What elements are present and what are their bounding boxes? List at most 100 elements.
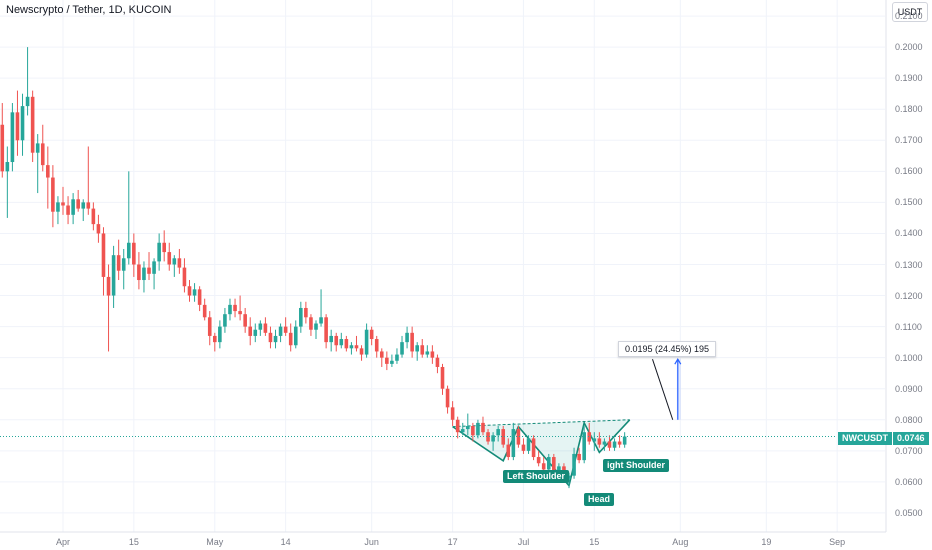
candle-body [0,124,5,172]
candle-body [491,435,495,442]
candle-body [471,425,475,436]
candle-body [192,289,197,296]
candle-body [501,429,506,445]
candle-body [167,252,172,265]
candle-body [612,441,617,448]
candle-body [218,326,222,343]
candle-body [374,339,379,352]
time-tick-label: 15 [128,537,139,547]
price-tick-label: 0.1200 [895,290,923,301]
candle-body [228,304,232,315]
price-tick-label: 0.1700 [895,135,923,146]
price-tick-label: 0.1300 [895,259,923,270]
candle-body [536,457,541,464]
candle-body [521,444,526,451]
candle-body [607,441,612,448]
candle-body [450,407,455,420]
candle-body [293,326,298,346]
candle-body [56,202,60,212]
candle-body [359,348,364,355]
candle-body [481,422,485,433]
candle-body [541,463,546,470]
candle-body [35,143,40,153]
left-shoulder-label: Left Shoulder [503,470,569,483]
candle-body [15,112,20,141]
price-tick-label: 0.0500 [895,507,923,518]
price-tick-label: 0.1000 [895,352,923,363]
candle-body [405,332,409,343]
price-tick-label: 0.0600 [895,476,923,487]
price-tick-label: 0.0800 [895,414,923,425]
candle-body [602,441,607,445]
time-tick-label: 15 [589,537,600,547]
price-tick-label: 0.1800 [895,104,923,115]
candle-body [319,317,323,324]
candle-body [258,323,263,330]
candle-body [233,304,237,312]
candle-body [334,335,339,346]
candle-body [81,202,86,209]
candle-body [496,429,500,436]
candle-body [324,317,328,343]
candle-body [567,475,571,479]
last-price-tag: NWCUSDT 0.0746 [838,432,929,445]
currency-unit-button[interactable]: USDT [892,2,928,22]
candle-body [344,339,349,349]
candle-body [213,335,217,343]
candle-body [349,345,354,349]
candle-body [91,208,96,225]
candle-body [76,199,80,209]
candle-body [207,317,212,336]
candle-body [516,429,521,445]
time-tick-label: Jun [364,537,379,547]
candle-body [430,351,435,358]
candle-body [410,332,414,352]
candle-body [385,357,389,364]
time-tick-label: 19 [761,537,772,547]
candle-body [20,106,25,141]
candle-body [106,276,111,296]
candle-body [197,289,202,305]
candle-body [622,436,627,445]
candle-body [354,345,359,349]
candle-body [137,264,141,281]
candle-body [597,438,602,445]
candle-body [476,422,480,436]
candle-body [299,307,303,327]
measure-pointer [652,359,674,420]
price-tick-label: 0.1100 [895,321,922,332]
candle-body [557,466,561,473]
candle-body [238,311,242,315]
candle-body [309,317,313,330]
candle-body [415,345,419,352]
time-tick-label: 17 [447,537,458,547]
candle-body [440,366,445,389]
candle-body [546,457,551,470]
time-tick-label: Sep [829,537,846,547]
price-tick-label: 0.1500 [895,197,923,208]
candle-body [243,314,247,327]
candle-body [25,96,30,107]
candle-body [425,351,430,355]
candle-body [142,267,146,281]
candle-body [30,96,35,153]
candle-body [223,314,227,327]
candle-body [506,444,511,458]
candle-body [253,329,258,336]
time-tick-label: May [206,537,224,547]
candle-body [466,425,470,430]
candle-body [101,233,106,277]
candle-body [460,429,465,433]
candle-body [339,339,344,346]
candle-body [617,441,622,445]
candle-body [263,323,268,333]
price-tick-label: 0.2000 [895,42,923,53]
time-tick-label: Aug [672,537,689,547]
candle-body [187,286,192,296]
candle-body [248,326,253,336]
candle-body [66,205,70,215]
candle-body [314,323,318,330]
symbol-label: NWCUSDT [838,432,892,445]
candle-body [46,165,50,178]
